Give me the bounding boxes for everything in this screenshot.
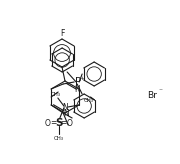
Text: +: + (79, 75, 84, 81)
Text: P: P (75, 77, 81, 87)
Text: CH₃: CH₃ (54, 136, 64, 142)
Text: O: O (45, 119, 51, 127)
Text: S: S (55, 118, 63, 128)
Text: N: N (63, 110, 69, 119)
Text: N: N (62, 102, 68, 112)
Text: CH₃: CH₃ (51, 92, 61, 96)
Text: =: = (61, 119, 67, 127)
Text: O: O (67, 119, 73, 127)
Text: F: F (60, 30, 64, 39)
Text: N: N (74, 84, 80, 93)
Text: Br: Br (147, 91, 157, 100)
Text: CH₃: CH₃ (84, 98, 94, 102)
Text: =: = (51, 119, 57, 127)
Text: ⁻: ⁻ (158, 86, 162, 95)
